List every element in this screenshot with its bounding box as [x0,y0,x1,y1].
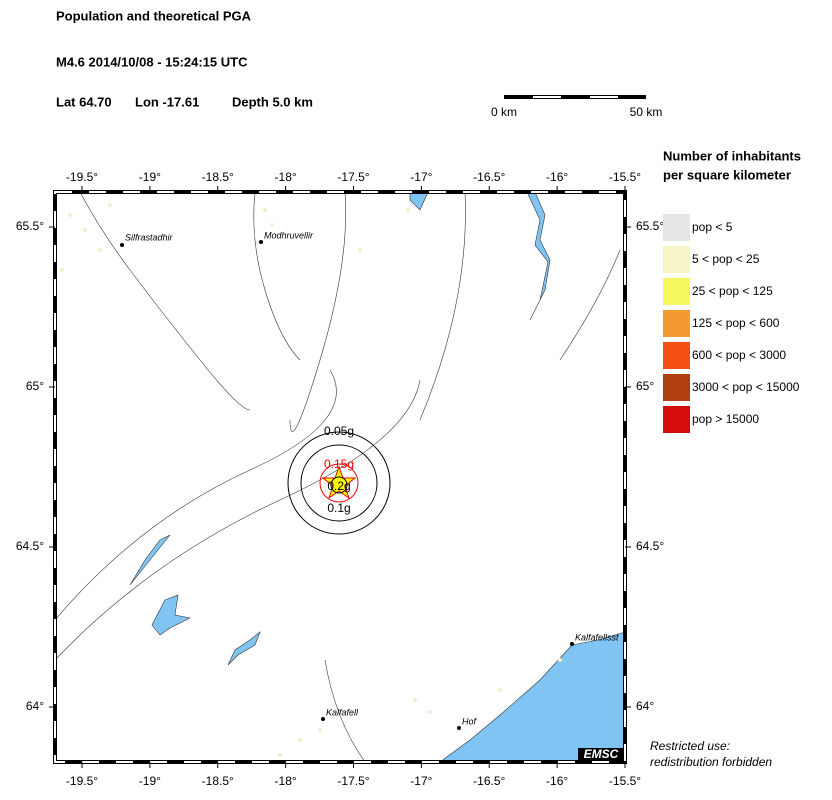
legend-swatch [663,246,690,273]
lat-label: 64.5° [636,539,664,553]
event: M4.6 2014/10/08 - 15:24:15 UTC [56,54,248,69]
lat-label: 65.5° [636,219,664,233]
legend-swatch [663,406,690,433]
place-dot [570,642,574,646]
legend-swatch [663,342,690,369]
legend: pop < 5 5 < pop < 25 25 < pop < 125 125 < p… [663,214,800,433]
legend-label: 5 < pop < 25 [692,252,760,266]
graticule: -19.5° -19.5° -19° -19° -18.5° -18.5° -18° -18°… [16,170,665,788]
lat-label: 64.5° [16,539,44,553]
map: Silfrastadhir Modhruvellir Kalfafell Hof… [53,190,627,764]
credit: EMSC [584,747,619,761]
legend-swatch [663,278,690,305]
lon-label: -17° [410,774,432,788]
legend-label: 3000 < pop < 15000 [692,380,800,394]
lon-label: -16° [546,774,568,788]
depth: Depth 5.0 km [232,94,313,109]
place: Hof [462,716,478,726]
pga-label: 0.05g [324,424,354,438]
title: Population and theoretical PGA [56,8,252,23]
legend-title: Number of inhabitants [663,148,801,163]
legend-label: 600 < pop < 3000 [692,348,786,362]
place: Kalfafellsst [575,632,619,642]
lon-label: -17.5° [337,774,369,788]
lat-label: 65° [26,379,44,393]
pga-label: 0.15g [324,457,354,471]
note: redistribution forbidden [650,755,772,769]
pga-contours [287,431,391,535]
place-dot [120,243,124,247]
legend-label: pop < 5 [692,220,733,234]
place-dot [259,240,263,244]
pga-label: 0.2g [327,479,350,493]
lon-label: -17.5° [337,170,369,184]
scale-bar: 0 km 50 km [491,95,662,119]
place: Modhruvellir [264,230,314,240]
place-dot [321,717,325,721]
legend-label: pop > 15000 [692,412,759,426]
lon-label: -19° [139,170,161,184]
lat-label: 65.5° [16,219,44,233]
legend-swatch [663,214,690,241]
place: Silfrastadhir [125,232,174,242]
scale-label: 50 km [630,105,663,119]
place-dot [457,726,461,730]
lon-label: -16.5° [473,774,505,788]
lon-label: -16.5° [473,170,505,184]
lon-label: -15.5° [609,170,641,184]
lon-label: -17° [410,170,432,184]
lat-label: 64° [26,699,44,713]
legend-swatch [663,310,690,337]
lon-label: -18.5° [202,170,234,184]
lon-label: -19° [139,774,161,788]
legend-title: per square kilometer [663,167,791,182]
pga-label: 0.1g [327,501,350,515]
legend-label: 25 < pop < 125 [692,284,773,298]
scale-label: 0 km [491,105,517,119]
lat-label: 64° [636,699,654,713]
lon-label: -18.5° [202,774,234,788]
legend-swatch [663,374,690,401]
lon-label: -19.5° [66,170,98,184]
lon-label: -16° [546,170,568,184]
legend-label: 125 < pop < 600 [692,316,780,330]
lon-label: -18° [275,774,297,788]
lon-label: -19.5° [66,774,98,788]
lat-label: 65° [636,379,654,393]
note: Restricted use: [650,739,730,753]
lon-label: -15.5° [609,774,641,788]
lat: Lat 64.70 [56,94,112,109]
lon: Lon -17.61 [135,94,199,109]
place: Kalfafell [326,707,359,717]
lon-label: -18° [275,170,297,184]
